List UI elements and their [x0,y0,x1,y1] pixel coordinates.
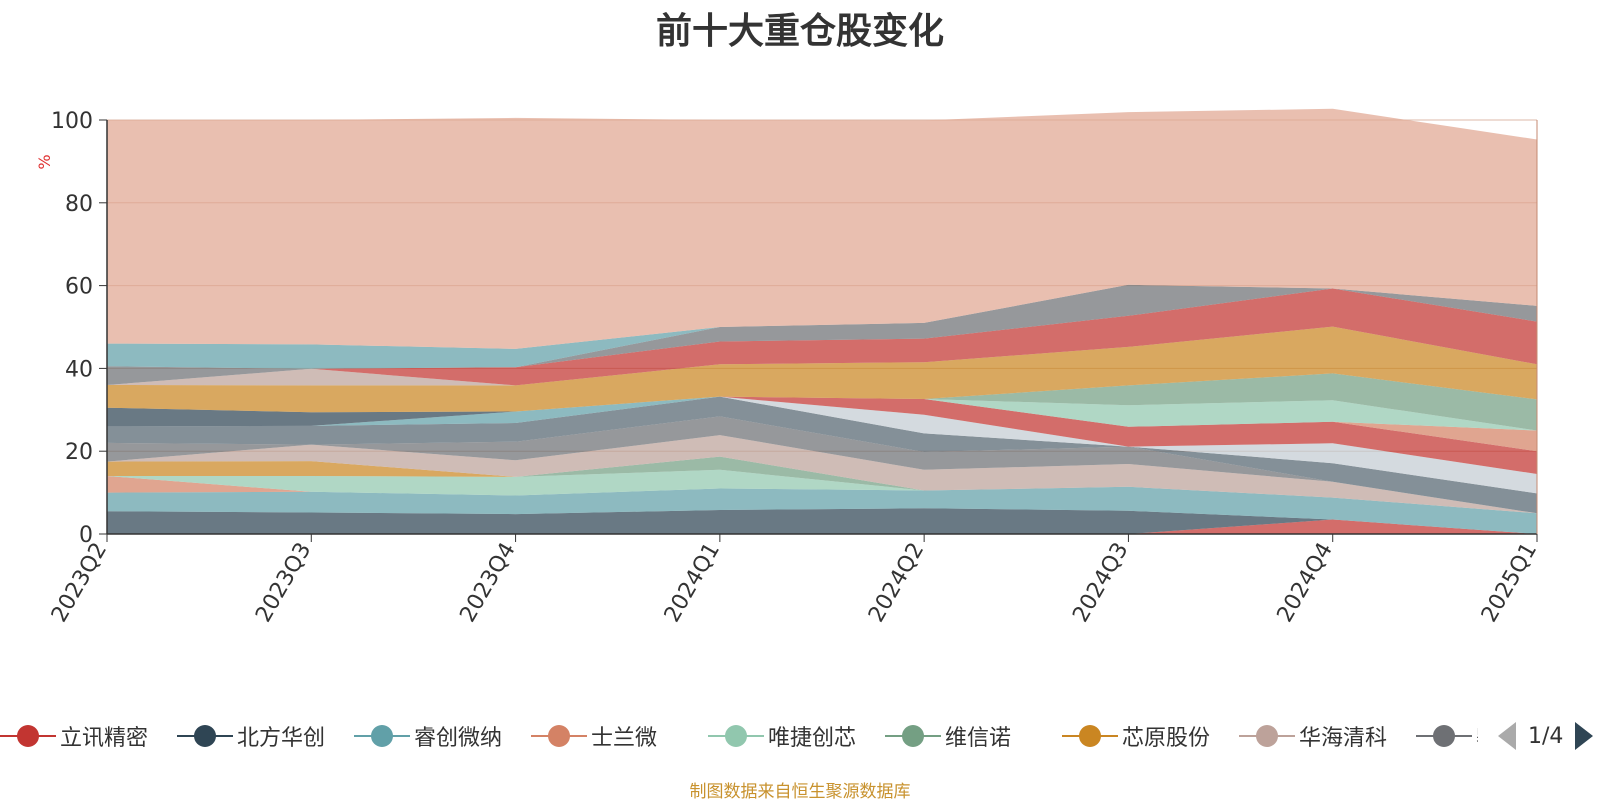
x-tick-label: 2024Q2 [864,539,929,627]
legend-item[interactable]: 北方华创 [177,718,325,754]
legend-item[interactable]: 立讯精密 [0,718,148,754]
area-series-16[interactable] [107,373,1537,427]
legend-item[interactable]: 翱捷科 [1416,718,1478,754]
legend-item[interactable]: 睿创微纳 [354,718,502,754]
legend-label: 华海清科 [1299,726,1388,751]
y-tick-label: 80 [65,192,93,217]
x-tick-label: 2025Q1 [1477,539,1542,627]
legend-marker-icon [531,718,587,754]
x-tick-label: 2024Q4 [1273,539,1338,627]
y-tick-label: 20 [65,440,93,465]
legend-marker-icon [354,718,410,754]
legend-marker-icon [708,718,764,754]
legend-label: 唯捷创芯 [768,726,857,751]
x-tick-label: 2023Q3 [251,539,316,627]
area-series-8[interactable] [107,416,1537,514]
legend-label: 北方华创 [237,726,326,751]
data-source-note: 制图数据来自恒生聚源数据库 [689,782,911,802]
y-axis-unit-label: % [35,154,54,169]
area-series-17[interactable] [107,326,1537,413]
legend-label: 维信诺 [945,726,1012,751]
legend-item[interactable]: 士兰微 [531,718,657,754]
legend-prev-page-icon[interactable] [1498,722,1516,750]
y-tick-label: 100 [51,109,93,134]
legend-marker-icon [1062,718,1118,754]
area-series-11[interactable] [107,396,1537,474]
x-tick-label: 2024Q3 [1068,539,1133,627]
x-tick-label: 2023Q4 [455,539,520,627]
legend-next-page-icon[interactable] [1575,722,1594,750]
area-series-18[interactable] [107,326,1537,386]
legend-item[interactable]: 华海清科 [1239,718,1387,754]
area-series-4[interactable] [107,469,1537,514]
y-tick-label: 40 [65,357,93,382]
stacked-areas [107,108,1537,535]
legend: 立讯精密 北方华创 睿创微纳 士兰微 唯捷创芯 维信诺 芯原股份 华海清科 翱捷科 [0,718,1600,754]
area-series-1[interactable] [107,508,1537,534]
legend-page-indicator: 1/4 [1528,723,1564,749]
x-tick-label: 2024Q1 [660,539,725,627]
legend-label: 芯原股份 [1122,726,1211,751]
legend-label: 翱捷科 [1472,720,1478,752]
legend-marker-icon [1416,718,1472,754]
area-series-22[interactable] [107,108,1537,349]
legend-label: 睿创微纳 [414,726,503,751]
x-tick-label: 2023Q2 [47,539,112,627]
area-series-10[interactable] [107,396,1537,494]
area-series-2[interactable] [107,486,1537,534]
legend-items: 立讯精密 北方华创 睿创微纳 士兰微 唯捷创芯 维信诺 芯原股份 华海清科 翱捷科 [0,718,1478,754]
area-series-21[interactable] [107,284,1537,369]
legend-marker-icon [885,718,941,754]
legend-marker-icon [0,718,56,754]
legend-item[interactable]: 唯捷创芯 [708,718,856,754]
y-tick-label: 0 [79,523,93,548]
legend-item[interactable]: 维信诺 [885,718,1011,754]
legend-marker-icon [177,718,233,754]
legend-item[interactable]: 芯原股份 [1062,718,1210,754]
legend-marker-icon [1239,718,1295,754]
area-series-6[interactable] [107,456,1537,514]
area-series-0[interactable] [107,519,1537,535]
area-series-14[interactable] [107,373,1537,431]
legend-label: 立讯精密 [60,726,149,751]
area-series-9[interactable] [107,396,1537,514]
legend-pager: 1/4 [1498,718,1594,754]
chart-title: 前十大重仓股变化 [655,11,944,52]
legend-label: 士兰微 [591,726,658,751]
area-series-13[interactable] [107,396,1537,431]
area-series-19[interactable] [107,288,1537,386]
y-tick-label: 60 [65,275,93,300]
area-series-20[interactable] [107,284,1537,385]
